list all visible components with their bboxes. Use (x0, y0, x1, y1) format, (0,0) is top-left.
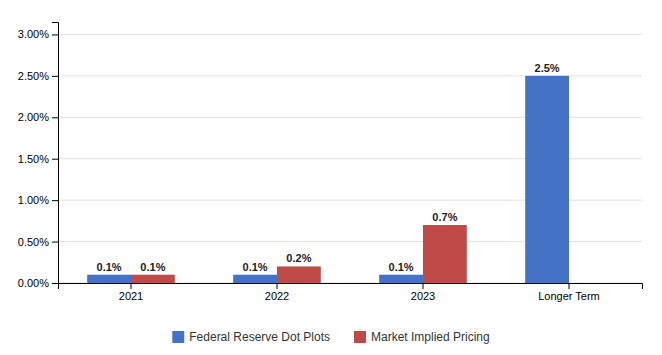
y-tick: 0.00% (18, 277, 58, 289)
x-tick-label: 2023 (411, 290, 435, 302)
data-labels: 0.1% 0.1% 0.1% 2.5% 0.1% 0.2% 0.7% (97, 62, 560, 273)
y-tick-label: 1.50% (18, 153, 49, 165)
data-label: 0.1% (243, 261, 268, 273)
plot: 0.00%0.50%1.00%1.50%2.00%2.50%3.00%20212… (18, 23, 643, 302)
y-tick-mark (52, 159, 58, 160)
x-tick-mark (423, 283, 424, 289)
legend-swatch (354, 331, 366, 343)
y-tick-label: 1.00% (18, 194, 49, 206)
y-tick-label: 2.50% (18, 70, 49, 82)
y-tick-mark (52, 200, 58, 201)
x-tick: 2023 (411, 283, 435, 302)
y-tick: 1.50% (18, 153, 58, 165)
y-tick-mark (52, 283, 58, 284)
data-label: 0.1% (389, 261, 414, 273)
bars (87, 76, 569, 283)
y-tick-mark (52, 242, 58, 243)
x-tick-label: 2022 (265, 290, 289, 302)
bar (87, 275, 131, 283)
y-tick: 0.50% (18, 236, 58, 248)
x-axis-line (59, 284, 643, 290)
y-tick-mark (52, 117, 58, 118)
y-tick: 1.00% (18, 194, 58, 206)
y-tick-mark (52, 76, 58, 77)
y-tick-label: 3.00% (18, 28, 49, 40)
x-tick-label: Longer Term (538, 290, 600, 302)
y-tick-mark (52, 34, 58, 35)
legend-label: Federal Reserve Dot Plots (189, 330, 330, 344)
y-axis-line (52, 23, 59, 284)
y-tick-label: 0.00% (18, 277, 49, 289)
legend-label: Market Implied Pricing (371, 330, 490, 344)
chart: 0.00%0.50%1.00%1.50%2.00%2.50%3.00%20212… (0, 0, 662, 355)
y-tick: 2.50% (18, 70, 58, 82)
legend-item: Market Implied Pricing (354, 330, 490, 344)
legend-item: Federal Reserve Dot Plots (172, 330, 330, 344)
x-tick-label: 2021 (119, 290, 143, 302)
y-tick-label: 0.50% (18, 236, 49, 248)
y-axis: 0.00% 0.50% 1.00% 1.50% 2.00% 2.50% 3.00% (18, 23, 59, 290)
x-tick: 2021 (119, 283, 143, 302)
y-tick: 2.00% (18, 111, 58, 123)
grid-line (58, 34, 642, 35)
data-label: 0.1% (97, 261, 122, 273)
data-label: 0.2% (286, 252, 311, 264)
legend: Federal Reserve Dot Plots Market Implied … (172, 330, 489, 344)
legend-swatch (172, 331, 184, 343)
x-axis: 2021 2022 2023 Longer Term (59, 283, 643, 302)
x-tick-mark (569, 283, 570, 289)
bar (131, 275, 175, 283)
data-label: 0.1% (140, 261, 165, 273)
data-label: 2.5% (535, 62, 560, 74)
bar (423, 225, 467, 283)
x-tick: 2022 (265, 283, 289, 302)
y-tick-label: 2.00% (18, 111, 49, 123)
bar (233, 275, 277, 283)
bar (525, 76, 569, 283)
y-tick: 3.00% (18, 28, 58, 40)
x-tick-mark (131, 283, 132, 289)
x-tick-mark (277, 283, 278, 289)
grid (58, 34, 642, 283)
data-label: 0.7% (432, 211, 457, 223)
x-tick: Longer Term (538, 283, 600, 302)
bar (379, 275, 423, 283)
bar (277, 266, 321, 283)
